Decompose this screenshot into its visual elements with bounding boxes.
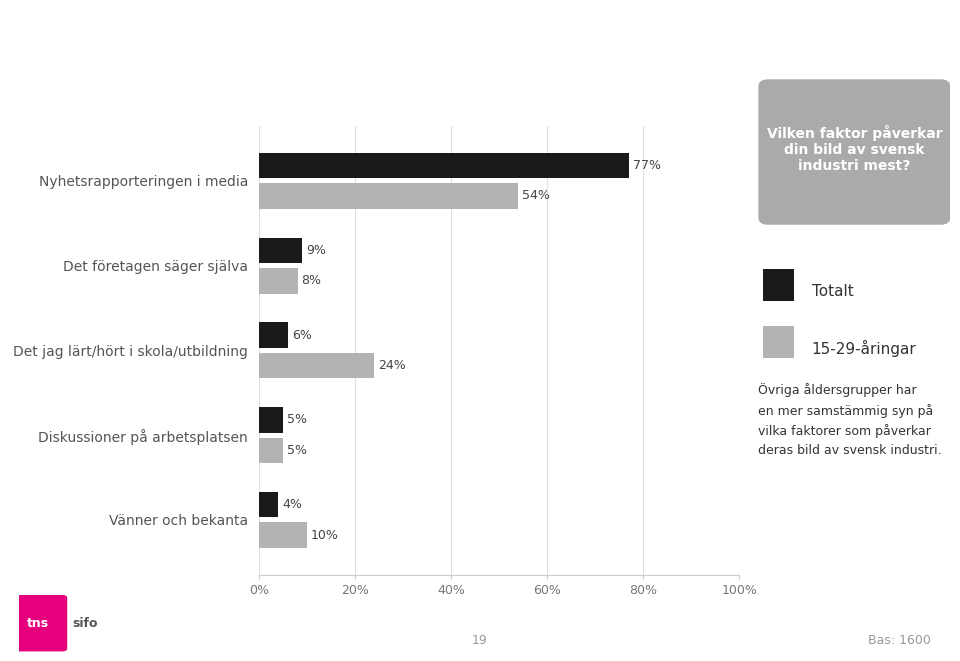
Bar [259,268,298,293]
FancyBboxPatch shape [758,79,950,225]
Text: 77%: 77% [633,159,660,172]
Bar [259,183,518,209]
Text: 5%: 5% [287,413,307,426]
Bar [259,522,307,548]
Bar [259,407,283,432]
Text: Faktorer som påverkar bilden av svensk industri: Faktorer som påverkar bilden av svensk i… [24,34,937,71]
Text: sifo: sifo [72,617,98,630]
Bar [259,323,288,348]
Text: 6%: 6% [292,329,312,342]
Bar [763,269,794,301]
Text: 4%: 4% [282,498,302,511]
Text: Bas: 1600: Bas: 1600 [869,635,931,648]
Bar [763,326,794,358]
Bar [259,237,302,263]
Bar [259,153,629,178]
Text: 9%: 9% [306,244,326,256]
Text: 54%: 54% [522,190,550,202]
Text: Övriga åldersgrupper har
en mer samstämmig syn på
vilka faktorer som påverkar
de: Övriga åldersgrupper har en mer samstämm… [758,383,942,457]
FancyBboxPatch shape [14,595,67,652]
Text: 10%: 10% [311,529,339,542]
Polygon shape [768,0,960,96]
Bar [259,353,374,378]
Bar [259,438,283,463]
Text: 24%: 24% [378,359,406,372]
Text: 8%: 8% [301,274,322,288]
Text: 5%: 5% [287,444,307,457]
Text: 19: 19 [472,635,488,648]
Bar [259,492,278,518]
Text: Totalt: Totalt [811,284,853,299]
Text: 15-29-åringar: 15-29-åringar [811,340,917,357]
Text: Vilken faktor påverkar
din bild av svensk
industri mest?: Vilken faktor påverkar din bild av svens… [767,125,942,173]
Text: tns: tns [27,617,49,630]
